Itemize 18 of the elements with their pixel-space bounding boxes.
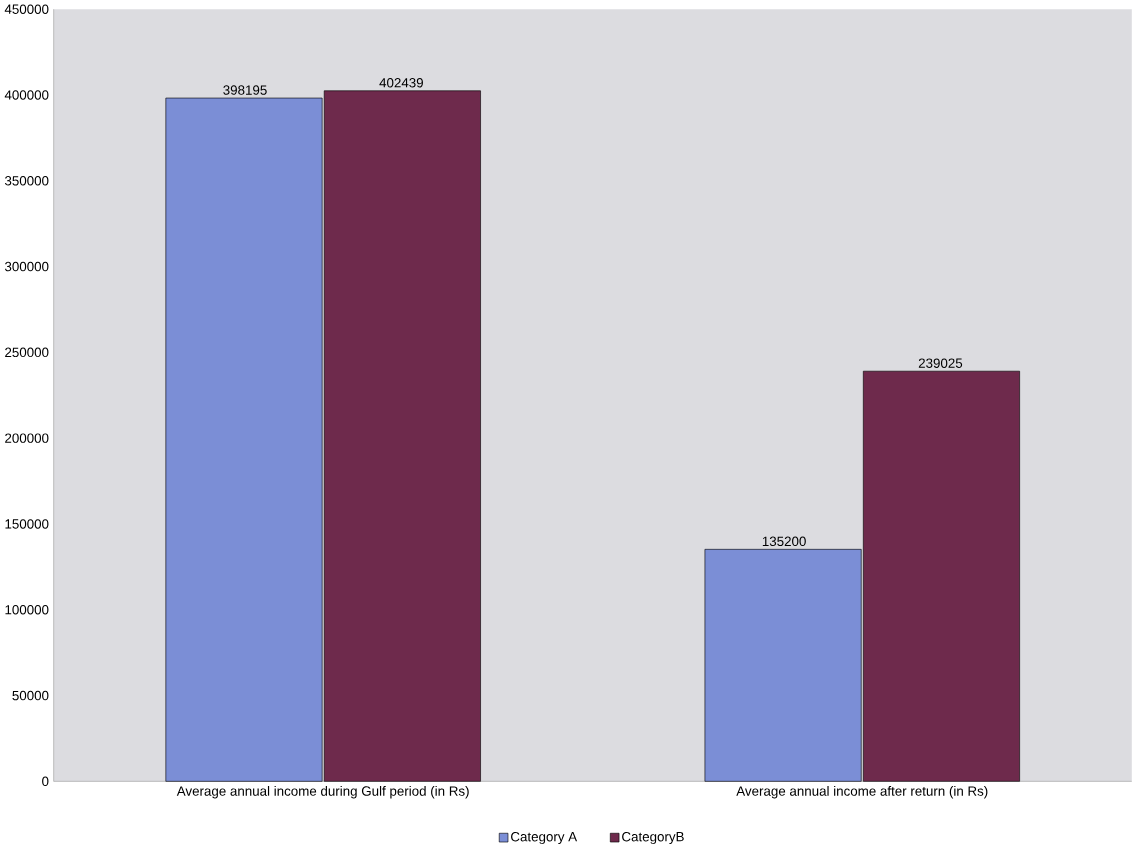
y-tick-label: 150000 — [5, 519, 49, 529]
data-label: 135200 — [762, 536, 806, 546]
y-tick-label: 250000 — [5, 347, 49, 357]
y-tick-label: 50000 — [12, 690, 49, 701]
x-tick-label: Average annual income after return (in Rs) — [736, 785, 988, 799]
legend-label: Category A — [511, 831, 578, 844]
data-label: 402439 — [379, 77, 423, 88]
y-tick-label: 100000 — [5, 604, 49, 615]
y-tick-label: 350000 — [4, 175, 49, 186]
y-tick-label: 400000 — [4, 90, 49, 100]
y-tick-label: 300000 — [4, 261, 49, 272]
legend-label: CategoryB — [622, 831, 684, 844]
y-tick-label: 0 — [42, 776, 49, 786]
y-tick-label: 450000 — [4, 4, 49, 14]
x-tick-label: Average annual income during Gulf period (in Rs) — [176, 785, 469, 799]
data-label: 398195 — [223, 85, 267, 95]
data-label: 239025 — [918, 358, 963, 368]
y-tick-label: 200000 — [5, 433, 49, 443]
